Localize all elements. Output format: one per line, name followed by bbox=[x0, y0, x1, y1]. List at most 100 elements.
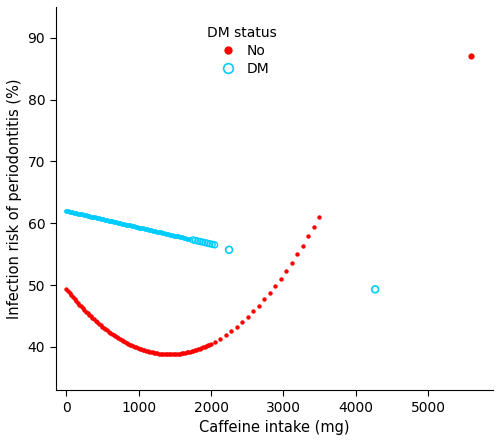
Point bbox=[204, 342, 212, 349]
Point bbox=[154, 350, 162, 357]
Point bbox=[92, 317, 100, 324]
Point bbox=[126, 341, 134, 348]
Point bbox=[316, 213, 324, 221]
Point bbox=[198, 239, 206, 246]
Point bbox=[106, 329, 114, 336]
Point bbox=[250, 308, 258, 315]
Point bbox=[150, 349, 158, 356]
Point bbox=[132, 223, 140, 230]
Point bbox=[371, 286, 379, 293]
Point bbox=[200, 343, 208, 350]
Point bbox=[164, 231, 172, 238]
Point bbox=[172, 351, 179, 358]
Point bbox=[166, 231, 174, 238]
Point bbox=[202, 343, 210, 350]
Point bbox=[72, 210, 80, 217]
Point bbox=[163, 351, 171, 358]
Point bbox=[66, 290, 74, 297]
Point bbox=[97, 215, 105, 222]
Point bbox=[310, 223, 318, 230]
Point bbox=[78, 211, 86, 218]
Point bbox=[144, 348, 152, 355]
Point bbox=[68, 292, 76, 299]
Point bbox=[186, 236, 194, 243]
Point bbox=[98, 323, 106, 330]
Point bbox=[174, 233, 182, 240]
Point bbox=[170, 232, 178, 239]
Point bbox=[194, 237, 202, 244]
Point bbox=[110, 332, 118, 339]
Point bbox=[227, 328, 235, 335]
Point bbox=[76, 210, 84, 217]
Point bbox=[138, 225, 145, 232]
Point bbox=[294, 251, 302, 258]
Point bbox=[165, 351, 173, 358]
Point bbox=[238, 318, 246, 325]
Point bbox=[104, 328, 112, 335]
Point bbox=[95, 215, 103, 222]
Point bbox=[198, 344, 205, 351]
Point bbox=[191, 347, 199, 354]
Point bbox=[87, 313, 95, 320]
Point bbox=[168, 351, 176, 358]
Point bbox=[201, 239, 209, 246]
Point bbox=[84, 212, 92, 219]
Point bbox=[152, 228, 160, 235]
Point bbox=[162, 351, 170, 358]
Point bbox=[88, 314, 96, 321]
Point bbox=[62, 207, 70, 214]
Point bbox=[88, 213, 96, 220]
Point bbox=[82, 212, 90, 219]
Point bbox=[225, 246, 233, 253]
Point bbox=[168, 232, 176, 239]
Point bbox=[196, 238, 204, 245]
Point bbox=[158, 229, 166, 236]
Point bbox=[182, 235, 190, 242]
Point bbox=[70, 209, 78, 216]
Point bbox=[120, 221, 128, 228]
Point bbox=[137, 346, 145, 353]
Point bbox=[111, 333, 119, 340]
Point bbox=[244, 313, 252, 320]
Point bbox=[130, 223, 138, 230]
X-axis label: Caffeine intake (mg): Caffeine intake (mg) bbox=[199, 420, 350, 435]
Point bbox=[222, 332, 230, 339]
Point bbox=[66, 208, 74, 215]
Point bbox=[128, 222, 136, 229]
Point bbox=[74, 210, 82, 217]
Point bbox=[288, 259, 296, 267]
Point bbox=[141, 225, 149, 232]
Point bbox=[82, 308, 90, 315]
Point bbox=[151, 228, 159, 235]
Point bbox=[260, 296, 268, 303]
Point bbox=[181, 349, 189, 356]
Point bbox=[192, 346, 200, 353]
Point bbox=[134, 224, 141, 231]
Point bbox=[114, 335, 122, 342]
Point bbox=[154, 229, 162, 236]
Point bbox=[176, 350, 184, 357]
Point bbox=[116, 336, 124, 343]
Point bbox=[160, 351, 168, 358]
Point bbox=[112, 219, 120, 226]
Point bbox=[166, 351, 174, 358]
Point bbox=[176, 233, 184, 240]
Point bbox=[277, 275, 285, 282]
Point bbox=[139, 346, 147, 353]
Point bbox=[170, 351, 177, 358]
Point bbox=[143, 226, 151, 233]
Point bbox=[210, 241, 218, 248]
Point bbox=[189, 236, 197, 244]
Point bbox=[103, 327, 111, 334]
Point bbox=[96, 322, 104, 329]
Point bbox=[124, 221, 132, 229]
Point bbox=[120, 338, 128, 345]
Point bbox=[468, 53, 475, 60]
Point bbox=[196, 345, 203, 352]
Point bbox=[85, 311, 93, 318]
Point bbox=[122, 339, 130, 347]
Point bbox=[95, 320, 103, 328]
Point bbox=[80, 211, 88, 218]
Point bbox=[91, 214, 99, 221]
Point bbox=[173, 351, 181, 358]
